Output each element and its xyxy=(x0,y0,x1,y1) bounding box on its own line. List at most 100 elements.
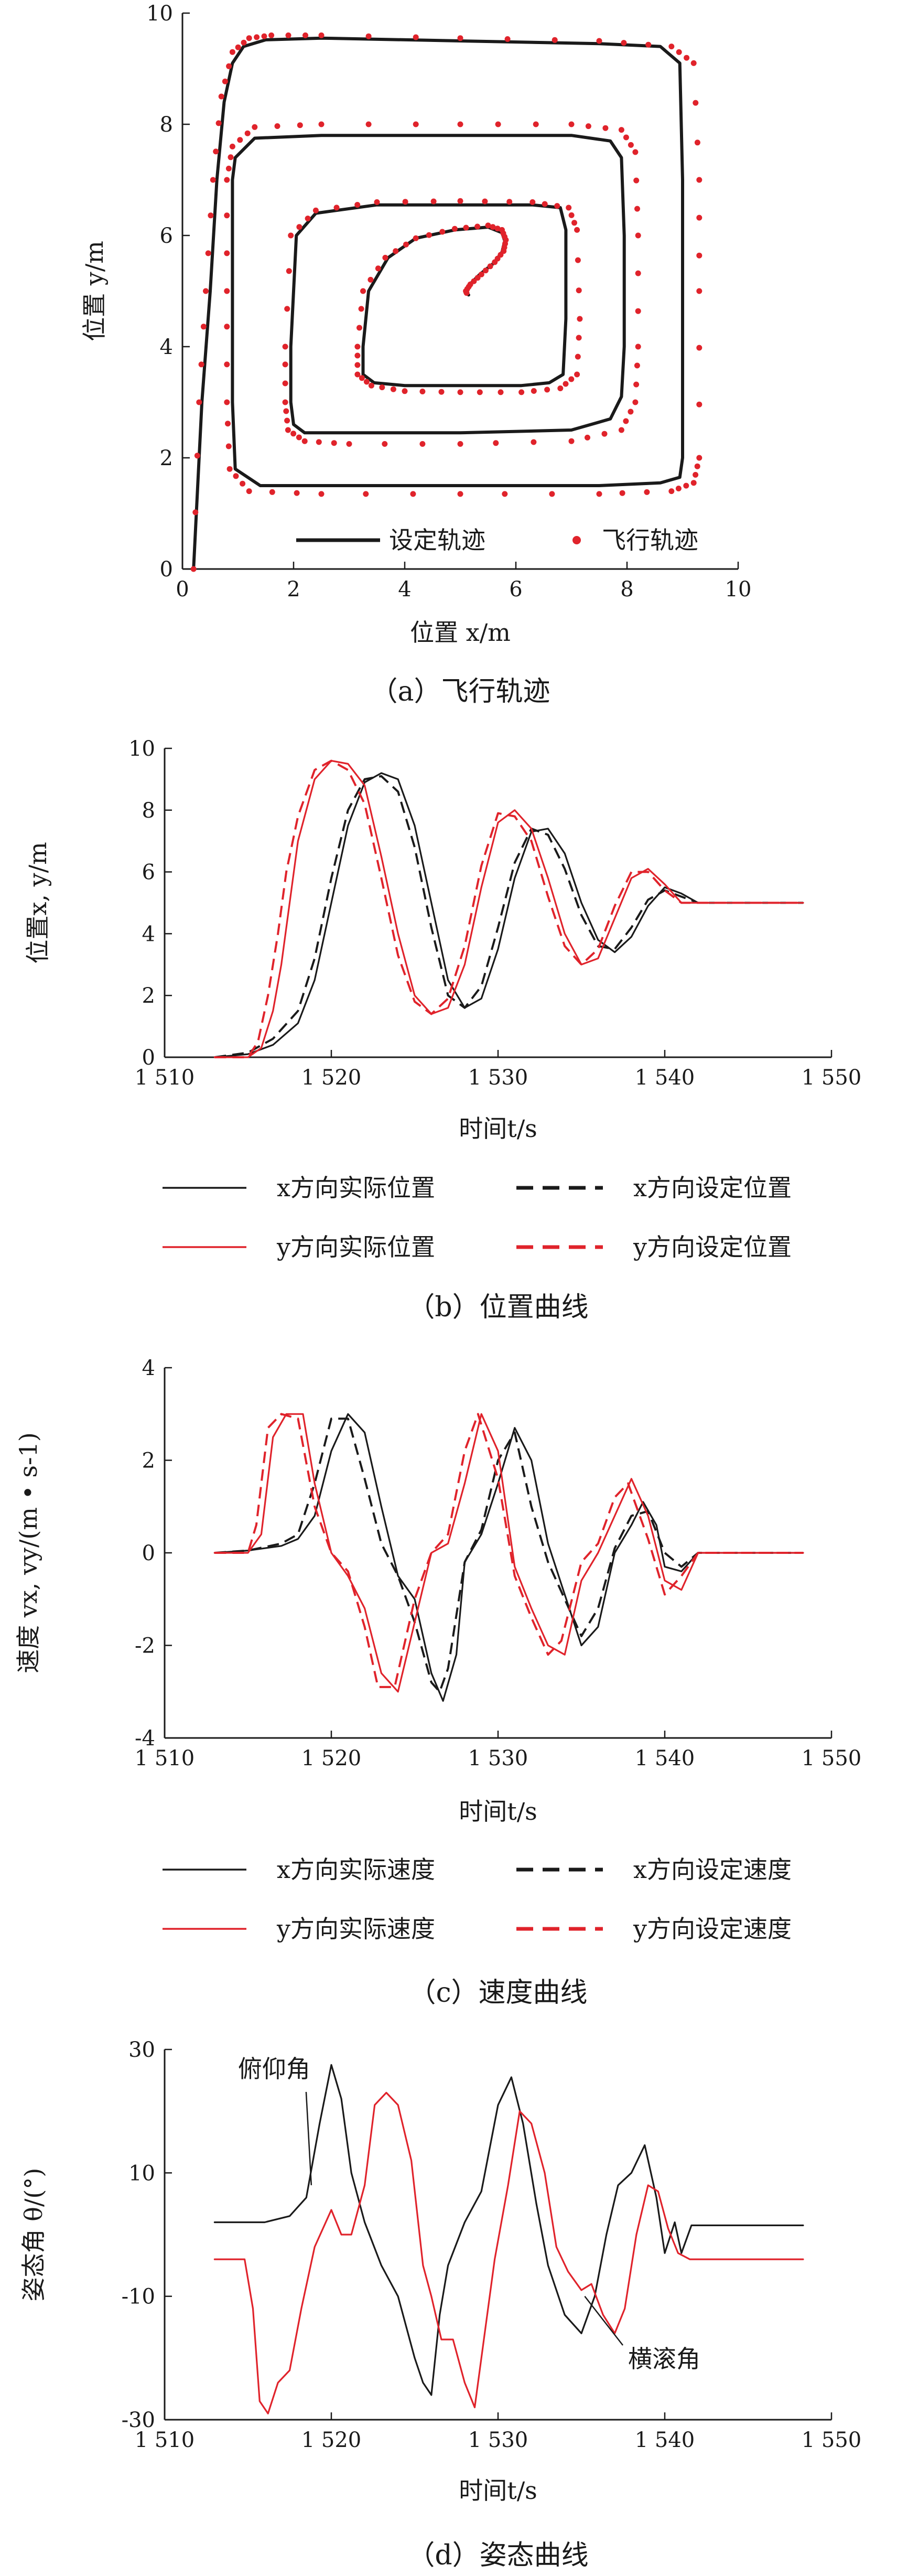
trajectory-point xyxy=(694,463,700,469)
trajectory-point xyxy=(696,345,703,351)
trajectory-point xyxy=(457,441,463,447)
series-line-0 xyxy=(213,772,804,1058)
trajectory-point xyxy=(229,49,235,55)
x-tick-label: 1 520 xyxy=(301,1746,362,1770)
trajectory-point xyxy=(451,226,458,232)
trajectory-point xyxy=(585,123,591,130)
y-axis-label: 速度 vx, vy/(m • s-1) xyxy=(14,1432,42,1673)
trajectory-point xyxy=(506,199,513,205)
trajectory-point xyxy=(634,206,640,212)
trajectory-point xyxy=(224,324,230,330)
trajectory-point xyxy=(226,63,232,69)
trajectory-point xyxy=(529,199,536,205)
trajectory-point xyxy=(282,344,288,350)
trajectory-point xyxy=(554,203,560,209)
trajectory-point xyxy=(254,34,260,40)
trajectory-point xyxy=(382,254,388,261)
trajectory-point xyxy=(549,491,555,497)
trajectory-point xyxy=(694,139,700,146)
chart-3: 1 510 1 520 1 530 1 540 1 550 -30 -10 10 30 时间t/s… xyxy=(19,2038,861,2571)
x-tick-label: 2 xyxy=(287,577,300,602)
trajectory-point xyxy=(274,123,280,129)
trajectory-point xyxy=(331,440,337,446)
trajectory-point xyxy=(301,438,308,444)
trajectory-point xyxy=(633,381,640,388)
trajectory-point xyxy=(224,288,230,294)
x-axis-label: 时间t/s xyxy=(459,1114,537,1143)
y-axis-label: 姿态角 θ/(°) xyxy=(19,2168,48,2302)
trajectory-point xyxy=(457,121,463,127)
trajectory-point xyxy=(542,201,548,207)
trajectory-point xyxy=(252,124,258,130)
trajectory-point xyxy=(487,263,493,270)
trajectory-point xyxy=(283,408,289,414)
trajectory-point xyxy=(228,154,234,160)
trajectory-point xyxy=(215,120,222,126)
chart-caption: （c）速度曲线 xyxy=(408,1977,587,2009)
trajectory-point xyxy=(477,389,483,395)
trajectory-point xyxy=(478,271,484,277)
series-line-1 xyxy=(213,2091,804,2414)
trajectory-point xyxy=(402,199,408,205)
trajectory-point xyxy=(237,137,243,143)
y-tick-label: -4 xyxy=(135,1726,155,1751)
trajectory-point xyxy=(192,509,199,516)
legend-label: 飞行轨迹 xyxy=(602,526,698,554)
series-line-0 xyxy=(213,1413,804,1702)
trajectory-point xyxy=(426,232,432,238)
legend-label: y方向设定速度 xyxy=(633,1915,792,1943)
trajectory-point xyxy=(305,216,311,222)
trajectory-point xyxy=(568,438,575,444)
trajectory-point xyxy=(393,248,399,254)
x-tick-label: 1 510 xyxy=(135,1746,195,1770)
x-tick-label: 1 520 xyxy=(301,2428,362,2452)
trajectory-point xyxy=(696,455,703,461)
trajectory-point xyxy=(241,39,247,46)
trajectory-point xyxy=(288,232,294,239)
trajectory-point xyxy=(413,235,419,241)
trajectory-point xyxy=(218,93,224,100)
x-tick-label: 4 xyxy=(398,577,411,602)
x-axis-label: 时间t/s xyxy=(459,2476,537,2505)
trajectory-point xyxy=(354,202,361,208)
trajectory-point xyxy=(633,177,640,184)
y-axis-label: 位置 y/m xyxy=(80,241,109,341)
trajectory-point xyxy=(563,381,569,387)
trajectory-point xyxy=(213,148,219,155)
trajectory-point xyxy=(696,252,703,259)
trajectory-point xyxy=(194,453,200,459)
trajectory-point xyxy=(544,387,550,393)
trajectory-point xyxy=(379,384,385,391)
trajectory-point xyxy=(403,241,409,248)
trajectory-point xyxy=(268,32,275,38)
trajectory-point xyxy=(690,480,697,486)
trajectory-point xyxy=(696,177,703,183)
trajectory-point xyxy=(210,177,216,183)
annotation-label: 横滚角 xyxy=(628,2345,700,2373)
trajectory-point xyxy=(490,224,496,230)
trajectory-point xyxy=(246,35,252,41)
trajectory-point xyxy=(596,491,602,497)
trajectory-point xyxy=(577,316,583,322)
trajectory-point xyxy=(568,212,575,218)
trajectory-point xyxy=(419,389,426,394)
x-axis-label: 时间t/s xyxy=(459,1797,537,1826)
trajectory-point xyxy=(568,376,575,382)
x-tick-label: 1 520 xyxy=(301,1066,362,1090)
trajectory-point xyxy=(430,198,437,205)
trajectory-point xyxy=(493,440,499,446)
series-line-0 xyxy=(192,36,684,571)
series-line-3 xyxy=(214,1413,803,1688)
trajectory-point xyxy=(575,353,581,360)
trajectory-point xyxy=(359,375,365,381)
x-tick-label: 1 540 xyxy=(635,1066,695,1090)
trajectory-point xyxy=(574,371,580,378)
trajectory-point xyxy=(635,232,641,239)
trajectory-point xyxy=(224,361,230,368)
trajectory-point xyxy=(354,352,361,359)
trajectory-point xyxy=(644,489,650,495)
x-tick-label: 1 530 xyxy=(468,1066,528,1090)
trajectory-point xyxy=(296,434,302,441)
y-tick-label: 2 xyxy=(142,984,155,1008)
